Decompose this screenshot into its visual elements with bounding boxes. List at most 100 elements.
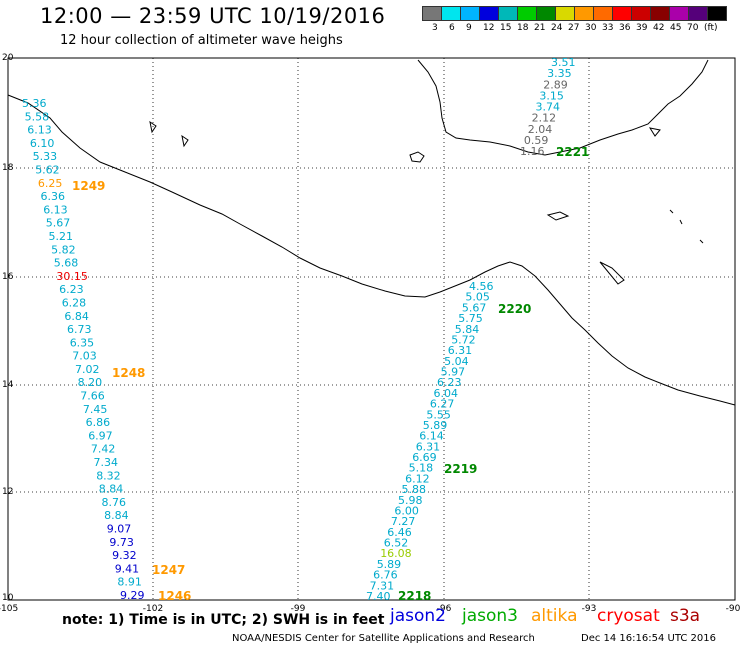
legend-swatches: [422, 6, 727, 21]
lat-tick-label: 14: [2, 380, 14, 390]
wave-height-label: 8.91: [117, 576, 141, 589]
wave-height-label: 5.33: [33, 150, 58, 163]
wave-height-label: 9.41: [115, 562, 140, 575]
wave-height-label: 6.76: [373, 569, 398, 582]
wave-height-label: 6.84: [64, 310, 89, 323]
wave-height-label: 7.27: [391, 515, 416, 528]
lon-tick-label: -99: [291, 604, 306, 614]
time-label: 1249: [72, 179, 105, 193]
legend-label: 24: [551, 23, 563, 33]
legend-swatch: [707, 6, 727, 21]
wave-height-label: 3.51: [551, 56, 576, 69]
wave-height-label: 6.97: [88, 429, 113, 442]
legend-label: 33: [602, 23, 614, 33]
legend-label: 9: [466, 23, 472, 33]
wave-height-label: 8.32: [96, 469, 121, 482]
wave-height-label: 2.89: [543, 78, 568, 91]
wave-height-label: 6.25: [38, 177, 63, 190]
wave-height-label: 8.20: [78, 376, 103, 389]
time-label: 1246: [158, 589, 191, 603]
legend-label: 30: [585, 23, 597, 33]
wave-height-label: 6.69: [412, 451, 437, 464]
wave-height-label: 5.67: [46, 217, 71, 230]
wave-height-label: 6.14: [419, 430, 444, 443]
wave-height-label: 2.04: [528, 123, 553, 136]
wave-height-label: 7.40: [366, 590, 391, 603]
wave-height-label: 5.05: [465, 291, 490, 304]
wave-height-label: 6.31: [416, 440, 441, 453]
lon-tick-label: -96: [437, 604, 452, 614]
wave-height-label: 6.13: [43, 203, 67, 216]
wave-height-label: 5.21: [49, 230, 74, 243]
legend-s3a: s3a: [670, 606, 701, 626]
legend-label: 45: [670, 23, 682, 33]
wave-height-label: 5.84: [455, 323, 480, 336]
time-label: 1248: [112, 366, 145, 380]
wave-height-label: 30.15: [56, 270, 88, 283]
wave-height-label: 7.42: [91, 443, 116, 456]
time-label: 2221: [556, 145, 589, 159]
wave-height-label: 16.08: [380, 547, 412, 560]
wave-height-label: 3.35: [547, 67, 572, 80]
wave-height-label: 5.04: [444, 355, 469, 368]
time-label: 2218: [398, 589, 431, 603]
legend-labels: 3 6 9 12 15 18 21 24 27 30 33 36 39 42 45 70 (ft): [422, 23, 726, 37]
legend-jason3: jason3: [462, 606, 518, 626]
wave-height-label: 7.66: [80, 390, 105, 403]
wave-height-label: 6.86: [86, 416, 111, 429]
wave-height-label: 5.97: [441, 366, 466, 379]
map-frame: [7, 57, 736, 601]
wave-height-label: 6.46: [387, 526, 412, 539]
wave-height-label: 8.84: [99, 483, 124, 496]
wave-height-label: 7.45: [83, 403, 108, 416]
wave-height-label: 0.59: [524, 134, 549, 147]
legend-label: 6: [449, 23, 455, 33]
legend-label: 3: [432, 23, 438, 33]
lon-tick-label: -102: [143, 604, 163, 614]
wave-height-label: 9.07: [107, 523, 132, 536]
lon-tick-label: -93: [582, 604, 597, 614]
lon-tick-label: -105: [0, 604, 18, 614]
lon-tick-label: -90: [726, 604, 740, 614]
color-legend: 3 6 9 12 15 18 21 24 27 30 33 36 39 42 45 70 (ft): [422, 6, 727, 37]
time-label: 2220: [498, 302, 531, 316]
wave-height-label: 9.73: [109, 536, 133, 549]
wave-height-label: 6.00: [394, 505, 419, 518]
wave-height-label: 7.34: [94, 456, 119, 469]
wave-height-label: 6.73: [67, 323, 92, 336]
lat-tick-label: 18: [2, 163, 14, 173]
wave-height-label: 6.10: [30, 137, 55, 150]
wave-height-label: 6.04: [434, 387, 459, 400]
islands: [149, 120, 704, 285]
legend-label: 70: [687, 23, 699, 33]
wave-height-label: 4.56: [469, 280, 494, 293]
wave-height-label: 6.13: [27, 124, 52, 137]
wave-height-label: 8.84: [104, 509, 129, 522]
lat-tick-label: 10: [2, 593, 14, 603]
time-label: 1247: [152, 563, 185, 577]
map-subtitle: 12 hour collection of altimeter wave hei…: [60, 33, 343, 48]
legend-label: 15: [500, 23, 512, 33]
legend-label: 12: [483, 23, 495, 33]
wave-height-label: 5.82: [51, 243, 76, 256]
wave-height-label: 6.27: [430, 398, 455, 411]
wave-height-label: 6.35: [70, 336, 95, 349]
wave-height-label: 5.72: [451, 333, 476, 346]
wave-height-label: 5.18: [409, 462, 434, 475]
wave-height-label: 7.02: [75, 363, 100, 376]
wave-height-label: 7.31: [370, 579, 395, 592]
wave-height-label: 2.12: [532, 112, 557, 125]
lat-tick-label: 12: [2, 487, 13, 497]
wave-height-label: 5.62: [35, 164, 60, 177]
legend-label: 36: [619, 23, 631, 33]
wave-height-label: 5.98: [398, 494, 423, 507]
yucatan-coastline: [417, 59, 709, 156]
wave-height-label: 5.75: [458, 312, 483, 325]
wave-height-label: 3.74: [536, 101, 561, 114]
legend-label: 18: [517, 23, 529, 33]
wave-height-label: 6.31: [448, 344, 473, 357]
time-label: 2219: [444, 462, 477, 476]
wave-height-label: 5.89: [377, 558, 402, 571]
lat-tick-label: 20: [2, 53, 14, 63]
